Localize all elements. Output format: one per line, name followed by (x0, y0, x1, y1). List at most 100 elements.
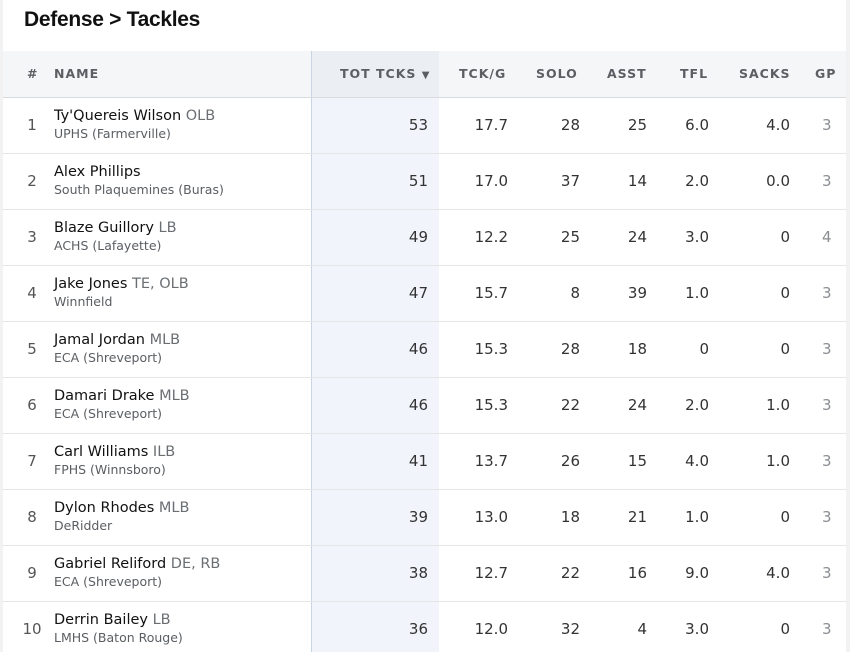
player-school: ECA (Shreveport) (54, 406, 163, 421)
solo-cell: 25 (560, 228, 580, 246)
gp-cell: 3 (822, 116, 832, 134)
header-solo[interactable]: SOLO (536, 66, 578, 81)
table-row[interactable]: 5 Jamal Jordan MLB ECA (Shreveport) 46 1… (3, 322, 846, 378)
solo-cell: 26 (560, 452, 580, 470)
asst-cell: 39 (627, 284, 647, 302)
asst-cell: 21 (627, 508, 647, 526)
rank-cell: 4 (27, 284, 37, 302)
player-cell: Gabriel Reliford DE, RB ECA (Shreveport) (54, 555, 220, 590)
sacks-cell: 1.0 (766, 396, 790, 414)
header-tck-g[interactable]: TCK/G (459, 66, 507, 81)
sacks-cell: 0 (780, 620, 790, 638)
sorted-column-cell-bg (311, 546, 439, 601)
table-row[interactable]: 4 Jake Jones TE, OLB Winnfield 47 15.7 8… (3, 266, 846, 322)
tot-tcks-cell: 46 (408, 396, 428, 414)
player-name-link[interactable]: Derrin Bailey (54, 612, 148, 628)
player-school: UPHS (Farmerville) (54, 126, 171, 141)
rank-cell: 7 (27, 452, 37, 470)
player-name-link[interactable]: Alex Phillips (54, 164, 141, 180)
table-row[interactable]: 7 Carl Williams ILB FPHS (Winnsboro) 41 … (3, 434, 846, 490)
header-tot-tcks[interactable]: TOT TCKS ▼ (340, 51, 429, 97)
tot-tcks-cell: 51 (408, 172, 428, 190)
header-sacks[interactable]: SACKS (739, 66, 791, 81)
solo-cell: 32 (560, 620, 580, 638)
gp-cell: 3 (822, 340, 832, 358)
tot-tcks-cell: 47 (408, 284, 428, 302)
sorted-column-cell-bg (311, 154, 439, 209)
table-row[interactable]: 2 Alex Phillips South Plaquemines (Buras… (3, 154, 846, 210)
table-row[interactable]: 8 Dylon Rhodes MLB DeRidder 39 13.0 18 2… (3, 490, 846, 546)
tfl-cell: 2.0 (685, 396, 709, 414)
header-gp[interactable]: GP (815, 66, 837, 81)
sacks-cell: 0.0 (766, 172, 790, 190)
player-position: TE, OLB (132, 276, 189, 292)
asst-cell: 24 (627, 396, 647, 414)
sacks-cell: 4.0 (766, 116, 790, 134)
header-tot-tcks-label: TOT TCKS (340, 66, 417, 81)
header-rank: # (27, 66, 39, 81)
player-cell: Dylon Rhodes MLB DeRidder (54, 499, 189, 534)
player-name-link[interactable]: Jake Jones (54, 276, 128, 292)
tck-g-cell: 17.0 (474, 172, 508, 190)
solo-cell: 28 (560, 340, 580, 358)
tck-g-cell: 12.0 (474, 620, 508, 638)
gp-cell: 3 (822, 564, 832, 582)
player-name-link[interactable]: Jamal Jordan (54, 332, 145, 348)
table-row[interactable]: 9 Gabriel Reliford DE, RB ECA (Shrevepor… (3, 546, 846, 602)
player-name-link[interactable]: Damari Drake (54, 388, 155, 404)
gp-cell: 3 (822, 620, 832, 638)
player-cell: Jamal Jordan MLB ECA (Shreveport) (54, 331, 180, 366)
sorted-column-highlight (311, 51, 439, 97)
player-school: LMHS (Baton Rouge) (54, 630, 183, 645)
table-row[interactable]: 6 Damari Drake MLB ECA (Shreveport) 46 1… (3, 378, 846, 434)
tck-g-cell: 13.0 (474, 508, 508, 526)
asst-cell: 14 (627, 172, 647, 190)
player-school: DeRidder (54, 518, 113, 533)
tot-tcks-cell: 46 (408, 340, 428, 358)
table-row[interactable]: 1 Ty'Quereis Wilson OLB UPHS (Farmervill… (3, 98, 846, 154)
table-row[interactable]: 10 Derrin Bailey LB LMHS (Baton Rouge) 3… (3, 602, 846, 652)
sorted-column-cell-bg (311, 434, 439, 489)
sacks-cell: 0 (780, 284, 790, 302)
solo-cell: 22 (560, 564, 580, 582)
player-name-link[interactable]: Blaze Guillory (54, 220, 154, 236)
rank-cell: 6 (27, 396, 37, 414)
player-name-link[interactable]: Ty'Quereis Wilson (54, 108, 182, 124)
tck-g-cell: 17.7 (474, 116, 508, 134)
rank-cell: 10 (22, 620, 42, 638)
tot-tcks-cell: 49 (408, 228, 428, 246)
player-name-link[interactable]: Gabriel Reliford (54, 556, 167, 572)
gp-cell: 3 (822, 508, 832, 526)
sorted-column-cell-bg (311, 266, 439, 321)
player-school: Winnfield (54, 294, 113, 309)
table-row[interactable]: 3 Blaze Guillory LB ACHS (Lafayette) 49 … (3, 210, 846, 266)
player-school: ACHS (Lafayette) (54, 238, 162, 253)
asst-cell: 24 (627, 228, 647, 246)
gp-cell: 3 (822, 396, 832, 414)
header-asst[interactable]: ASST (607, 66, 647, 81)
sorted-column-cell-bg (311, 378, 439, 433)
tck-g-cell: 15.3 (474, 340, 508, 358)
rank-cell: 8 (27, 508, 37, 526)
rank-cell: 2 (27, 172, 37, 190)
page-title: Defense > Tackles (24, 8, 201, 31)
player-cell: Carl Williams ILB FPHS (Winnsboro) (54, 443, 175, 478)
gp-cell: 3 (822, 452, 832, 470)
tck-g-cell: 15.3 (474, 396, 508, 414)
header-tfl[interactable]: TFL (680, 66, 709, 81)
table-body: 1 Ty'Quereis Wilson OLB UPHS (Farmervill… (3, 98, 846, 652)
player-position: DE, RB (170, 556, 221, 572)
player-name-link[interactable]: Dylon Rhodes (54, 500, 155, 516)
tck-g-cell: 15.7 (474, 284, 508, 302)
stats-card: Defense > Tackles # NAME TOT TCKS ▼ TCK/… (3, 0, 846, 652)
player-cell: Blaze Guillory LB ACHS (Lafayette) (54, 219, 177, 254)
sorted-column-cell-bg (311, 322, 439, 377)
sorted-column-cell-bg (311, 490, 439, 545)
player-name-link[interactable]: Carl Williams (54, 444, 149, 460)
player-school: South Plaquemines (Buras) (54, 182, 224, 197)
solo-cell: 8 (570, 284, 580, 302)
player-school: ECA (Shreveport) (54, 574, 163, 589)
rank-cell: 9 (27, 564, 37, 582)
asst-cell: 25 (627, 116, 647, 134)
header-name[interactable]: NAME (54, 66, 100, 81)
